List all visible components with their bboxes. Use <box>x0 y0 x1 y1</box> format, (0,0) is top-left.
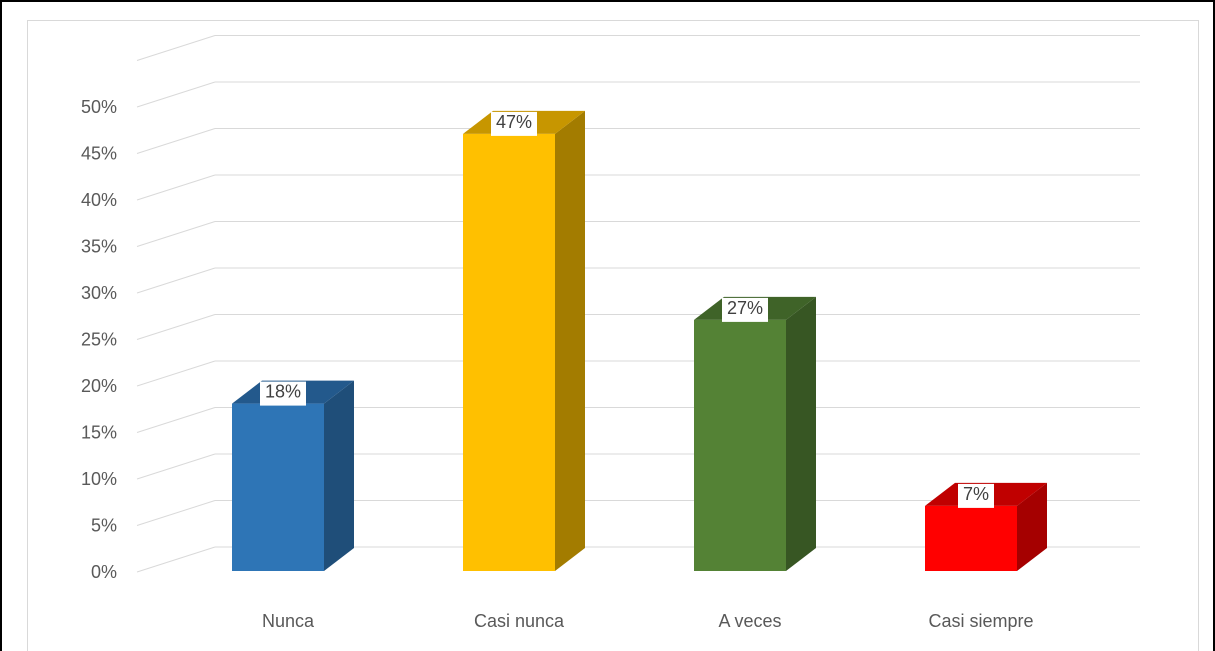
bar-front <box>232 403 324 571</box>
y-tick-label: 30% <box>81 283 117 303</box>
bar-front <box>925 505 1017 571</box>
y-axis: 0% 5% 10% 15% 20% 25% 30% 35% 40% 45% 50% <box>81 97 117 582</box>
gridline-depth <box>136 500 216 526</box>
y-tick-label: 15% <box>81 423 117 443</box>
bar-front <box>463 133 555 571</box>
y-tick-label: 50% <box>81 97 117 117</box>
bar-a-veces: 27% <box>694 296 816 571</box>
y-tick-label: 40% <box>81 190 117 210</box>
data-label-box <box>491 111 537 136</box>
gridline-depth <box>136 35 216 61</box>
y-tick-label: 20% <box>81 376 117 396</box>
gridline-depth <box>136 453 216 480</box>
y-tick-label: 5% <box>91 516 117 536</box>
gridline-depth <box>136 267 216 294</box>
bar-nunca: 18% <box>232 380 354 571</box>
data-label: 47% <box>496 112 532 132</box>
gridline-depth <box>136 174 216 201</box>
gridline-depth <box>136 221 216 247</box>
x-category-label: A veces <box>718 611 781 631</box>
data-label-box <box>260 381 306 406</box>
bars: 18% 47% 27% 7% <box>232 110 1047 572</box>
data-label: 7% <box>963 484 989 504</box>
gridline-depth <box>136 81 216 108</box>
y-tick-label: 35% <box>81 237 117 257</box>
data-label-box <box>958 483 994 508</box>
bar-side <box>1017 482 1047 571</box>
bar-casi-nunca: 47% <box>463 110 585 572</box>
data-label: 18% <box>265 382 301 402</box>
data-label: 27% <box>727 298 763 318</box>
bar-side <box>324 380 354 571</box>
gridline-depth <box>136 314 216 340</box>
gridline-depth <box>136 128 216 154</box>
gridline-depth <box>136 546 216 573</box>
data-label-box <box>722 297 768 322</box>
x-axis: Nunca Casi nunca A veces Casi siempre <box>262 611 1034 631</box>
gridlines <box>136 35 1140 573</box>
bar-side <box>555 110 585 572</box>
y-tick-label: 25% <box>81 330 117 350</box>
gridline-depth <box>136 360 216 387</box>
y-tick-label: 45% <box>81 144 117 164</box>
chart-area <box>27 20 1199 651</box>
x-category-label: Casi siempre <box>928 611 1033 631</box>
y-tick-label: 0% <box>91 562 117 582</box>
bar-casi-siempre: 7% <box>925 482 1047 571</box>
x-category-label: Nunca <box>262 611 315 631</box>
y-tick-label: 10% <box>81 469 117 489</box>
bar-side <box>786 296 816 571</box>
bar-front <box>694 319 786 571</box>
x-category-label: Casi nunca <box>474 611 565 631</box>
gridline-depth <box>136 407 216 433</box>
